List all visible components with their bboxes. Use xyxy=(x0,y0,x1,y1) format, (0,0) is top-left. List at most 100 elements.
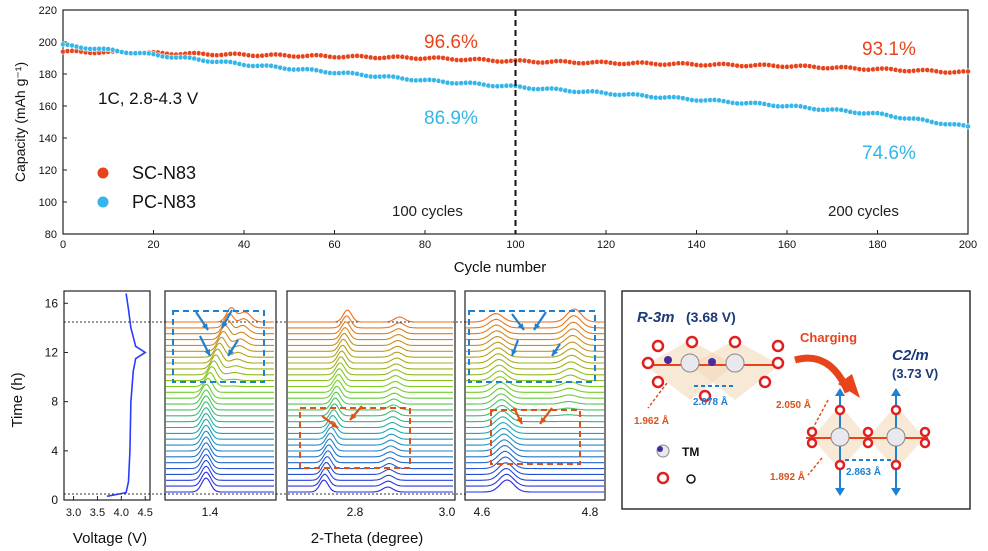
charging-arrow-head xyxy=(838,374,860,398)
y-tick-label: 80 xyxy=(45,229,57,241)
time-tick-label: 12 xyxy=(45,345,59,359)
stretch-arrowhead xyxy=(891,488,901,496)
xrd-pattern-line xyxy=(288,450,453,464)
xrd-pattern-line xyxy=(166,453,274,470)
voltage-plot-frame xyxy=(63,290,151,501)
shift-arrow-head xyxy=(228,349,234,356)
xrd-pattern-line xyxy=(166,430,274,446)
legend-sc-label: SC-N83 xyxy=(132,163,196,183)
shift-arrow-head xyxy=(222,321,228,328)
xrd-pattern-line xyxy=(466,334,604,346)
phase1-tm-small xyxy=(708,358,716,366)
xrd-pattern-line xyxy=(288,473,453,487)
phase2-tm-atom xyxy=(886,427,906,447)
x-tick-label: 0 xyxy=(60,239,66,251)
phase2-o-atom xyxy=(890,404,902,416)
y-tick-label: 100 xyxy=(39,197,57,209)
condition-label: 1C, 2.8-4.3 V xyxy=(98,89,199,108)
xrd-pattern-line xyxy=(166,354,274,370)
xrd3-tick-label-b: 4.8 xyxy=(582,505,599,519)
xrd-pattern-line xyxy=(288,350,453,364)
legend-tm-icon-inner xyxy=(657,446,663,452)
phase2-o-atom xyxy=(919,437,931,449)
xrd-pattern-line xyxy=(166,465,274,481)
phase1-tm-atom xyxy=(680,353,700,373)
d3-label: 2.050 Å xyxy=(776,398,811,411)
d5-label: 2.863 Å xyxy=(846,465,881,478)
xrd-pattern-line xyxy=(288,409,453,423)
time-tick-label: 8 xyxy=(51,395,58,409)
voltage-tick-label: 4.0 xyxy=(114,507,129,519)
xrd-pattern-line xyxy=(466,370,604,382)
structure-schematic: R-3m (3.68 V) Charging C2/m (3.73 V) 2.8… xyxy=(0,0,971,510)
xrd-pattern-line xyxy=(166,319,274,335)
xrd-pattern-line xyxy=(166,459,274,475)
phase1-o-atom xyxy=(651,375,665,389)
phase1-o-atom xyxy=(771,339,785,353)
xrd-pattern-line xyxy=(466,308,604,323)
x-tick-label: 140 xyxy=(687,239,705,251)
shift-arrow-head xyxy=(540,417,547,424)
xrd-pattern-line xyxy=(166,418,274,434)
xrd-pattern-line xyxy=(288,385,453,399)
phase1-o-atom xyxy=(685,335,699,349)
xrd-pattern-line xyxy=(166,436,274,452)
xrd-pattern-line xyxy=(166,395,274,411)
phase2-o-atom xyxy=(834,404,846,416)
d4-label: 1.892 Å xyxy=(770,470,805,483)
xrd-pattern-line xyxy=(288,326,453,341)
x-tick-label: 160 xyxy=(778,239,796,251)
shift-arrow-head xyxy=(534,323,541,330)
legend-sc-marker xyxy=(97,167,109,179)
xrd1-tick-label: 1.4 xyxy=(202,505,219,519)
x-tick-label: 20 xyxy=(147,239,159,251)
xrd-pattern-line xyxy=(166,407,274,423)
xrd-pattern-line xyxy=(466,467,604,481)
capacity-chart: 80 100 120 140 160 180 200 220 0 20 40 60 80 100 120 1… xyxy=(12,5,977,276)
xrd-pattern-line xyxy=(288,444,453,458)
stretch-arrowhead xyxy=(835,388,845,396)
xrd-pattern-line xyxy=(466,427,604,440)
x-tick-label: 200 xyxy=(959,239,977,251)
time-y-label: Time (h) xyxy=(9,372,26,427)
y-tick-label: 180 xyxy=(39,69,57,81)
xrd3-orange-box xyxy=(490,409,581,465)
phase2-o-atom xyxy=(890,459,902,471)
phase2-mo-distance-a xyxy=(811,399,829,431)
phase2-o-atom xyxy=(806,437,818,449)
phase2-tm-atom xyxy=(830,427,850,447)
phase2-o-atom xyxy=(919,426,931,438)
xrd-panel-3-frame xyxy=(464,290,606,501)
phase2-o-atom xyxy=(862,426,874,438)
phase1-tm-small xyxy=(664,356,672,364)
xrd-pattern-line xyxy=(166,401,274,417)
shift-arrow-head xyxy=(201,323,208,330)
xrd3-blue-box xyxy=(468,310,596,383)
xrd-pattern-line xyxy=(288,309,453,323)
annotation-200-cycles: 200 cycles xyxy=(828,203,899,220)
xrd-pattern-line xyxy=(288,414,453,429)
d2-label: 2.878 Å xyxy=(693,395,728,408)
xrd-pattern-line xyxy=(288,391,453,405)
xrd-pattern-line xyxy=(166,448,274,464)
xrd-pattern-line xyxy=(166,477,274,493)
d1-label: 1.962 Å xyxy=(634,414,669,427)
stretch-arrowhead xyxy=(835,488,845,496)
xrd-pattern-line xyxy=(166,389,274,405)
phase1-voltage: (3.68 V) xyxy=(686,309,736,325)
annotation-100-cycles: 100 cycles xyxy=(392,203,463,220)
phase2-o-atom xyxy=(834,459,846,471)
xrd-pattern-line xyxy=(166,313,274,329)
xrd-pattern-line xyxy=(466,456,604,470)
xrd-pattern-line xyxy=(466,328,604,341)
xrd-pattern-line xyxy=(166,307,274,323)
legend-o-label: O xyxy=(0,0,1,1)
x-tick-label: 180 xyxy=(868,239,886,251)
xrd-pattern-line xyxy=(288,333,453,346)
y-tick-label: 160 xyxy=(39,101,57,113)
shift-arrow-head xyxy=(552,349,559,356)
phase2-o-atom xyxy=(862,437,874,449)
xrd-pattern-line xyxy=(288,432,453,446)
xrd-pattern-line xyxy=(288,438,453,452)
